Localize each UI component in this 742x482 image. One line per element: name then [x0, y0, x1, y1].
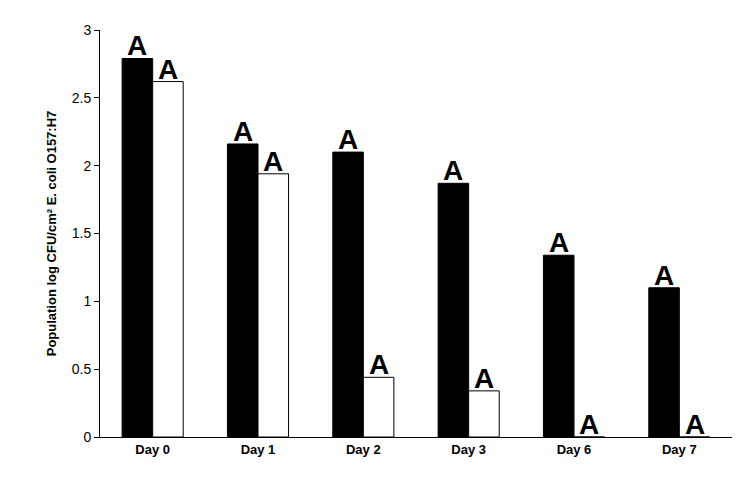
- svg-text:3: 3: [83, 22, 91, 38]
- svg-text:0.5: 0.5: [72, 361, 92, 377]
- svg-text:A: A: [685, 409, 705, 440]
- svg-text:Population log CFU/cm² E. coli: Population log CFU/cm² E. coli O157:H7: [44, 111, 59, 357]
- svg-text:0: 0: [83, 429, 91, 445]
- svg-text:1: 1: [83, 293, 91, 309]
- svg-text:A: A: [263, 146, 283, 177]
- svg-text:A: A: [474, 363, 494, 394]
- svg-text:A: A: [549, 227, 569, 258]
- svg-text:A: A: [369, 349, 389, 380]
- svg-text:A: A: [233, 116, 253, 147]
- svg-text:Day 1: Day 1: [241, 442, 276, 457]
- svg-text:Day 6: Day 6: [557, 442, 592, 457]
- svg-text:A: A: [158, 54, 178, 85]
- svg-text:A: A: [338, 124, 358, 155]
- svg-text:Day 0: Day 0: [135, 442, 170, 457]
- svg-text:A: A: [654, 260, 674, 291]
- svg-text:2.5: 2.5: [72, 90, 92, 106]
- svg-text:A: A: [579, 409, 599, 440]
- svg-text:1.5: 1.5: [72, 225, 92, 241]
- svg-text:2: 2: [83, 158, 91, 174]
- svg-text:Day 2: Day 2: [346, 442, 381, 457]
- svg-text:A: A: [127, 30, 147, 61]
- svg-text:Day 3: Day 3: [451, 442, 486, 457]
- svg-text:Day 7: Day 7: [662, 442, 697, 457]
- svg-text:A: A: [443, 155, 463, 186]
